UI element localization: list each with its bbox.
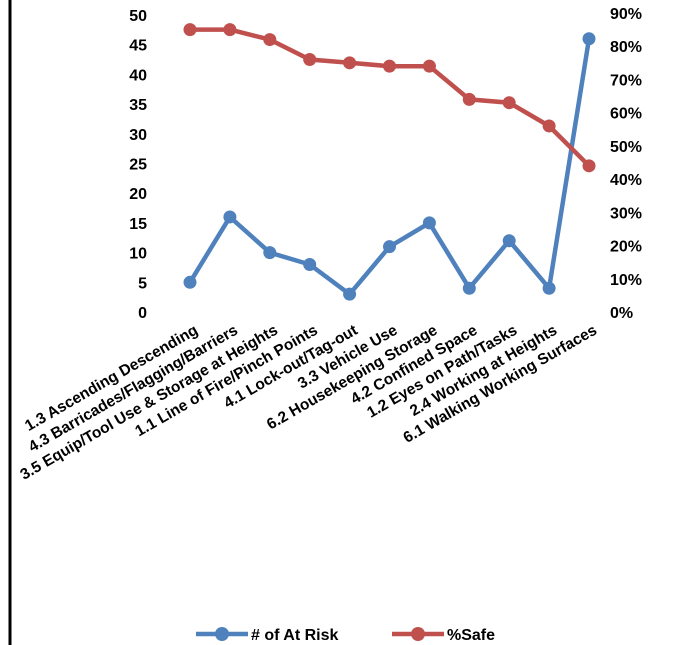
data-point [223, 210, 237, 224]
right-axis-tick-label: 40% [610, 172, 642, 189]
data-point [343, 56, 357, 70]
legend-label: %Safe [447, 627, 495, 644]
data-point [462, 281, 476, 295]
left-axis-tick-label: 40 [129, 67, 147, 84]
left-axis-tick-label: 50 [129, 8, 147, 25]
data-point [502, 96, 516, 110]
legend: # of At Risk %Safe [196, 627, 495, 644]
legend-marker [411, 627, 425, 641]
left-axis-tick-label: 25 [129, 157, 147, 174]
data-point [263, 33, 277, 47]
data-point [462, 92, 476, 106]
data-point [542, 281, 556, 295]
right-axis-tick-label: 0% [610, 305, 633, 322]
data-point [422, 59, 436, 73]
data-point [263, 246, 277, 260]
right-axis: 0% 10% 20% 30% 40% 50% 60% 70% 80% 90% [610, 6, 642, 322]
left-axis-tick-label: 35 [129, 97, 147, 114]
left-axis-tick-label: 10 [129, 246, 147, 263]
right-axis-tick-label: 10% [610, 272, 642, 289]
data-point [383, 59, 396, 73]
right-axis-tick-label: 20% [610, 239, 642, 256]
right-axis-tick-label: 30% [610, 205, 642, 222]
data-point [343, 287, 357, 301]
right-axis-tick-label: 80% [610, 39, 642, 56]
left-axis-tick-label: 30 [129, 127, 147, 144]
left-axis-tick-label: 15 [129, 216, 147, 233]
left-axis-tick-label: 45 [129, 38, 147, 55]
legend-marker [215, 627, 229, 641]
right-axis-tick-label: 50% [610, 139, 642, 156]
right-axis-tick-label: 60% [610, 106, 642, 123]
series-group [183, 23, 596, 301]
left-axis-tick-label: 20 [129, 186, 147, 203]
data-point [303, 53, 317, 67]
data-point [542, 119, 556, 133]
data-point [422, 216, 436, 230]
data-point [383, 240, 396, 254]
left-axis: 0 5 10 15 20 25 30 35 40 45 50 [129, 8, 147, 322]
left-axis-tick-label: 0 [138, 305, 147, 322]
left-axis-tick-label: 5 [138, 275, 147, 292]
legend-label: # of At Risk [251, 627, 339, 644]
data-point [502, 234, 516, 248]
data-point [183, 23, 197, 37]
right-axis-tick-label: 70% [610, 72, 642, 89]
right-axis-tick-label: 90% [610, 6, 642, 23]
data-point [183, 275, 197, 289]
data-point [223, 23, 237, 37]
data-point [582, 159, 596, 173]
data-point [303, 257, 317, 271]
data-point [582, 32, 596, 46]
